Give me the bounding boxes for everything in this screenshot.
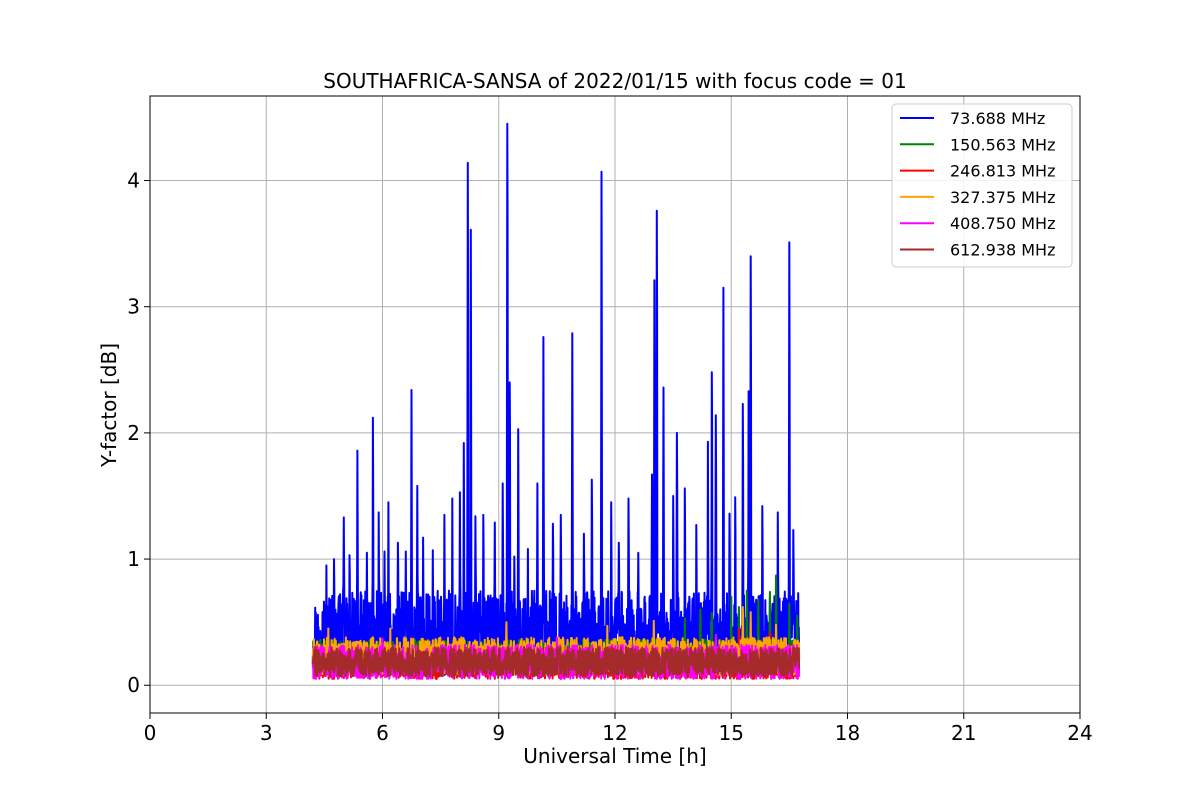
x-tick-label: 9 (492, 721, 505, 745)
legend-label: 612.938 MHz (950, 241, 1055, 260)
x-tick-label: 21 (951, 721, 976, 745)
y-tick-label: 4 (127, 169, 140, 193)
series-line-5 (311, 646, 801, 678)
y-tick-label: 2 (127, 421, 140, 445)
x-tick-label: 0 (144, 721, 157, 745)
legend-label: 73.688 MHz (950, 109, 1045, 128)
x-tick-label: 15 (719, 721, 744, 745)
legend-label: 150.563 MHz (950, 135, 1055, 154)
series-line-0 (311, 122, 801, 668)
x-axis-label: Universal Time [h] (523, 744, 706, 768)
legend: 73.688 MHz 150.563 MHz 246.813 MHz 327.375 … (891, 103, 1073, 268)
x-tick-label: 12 (602, 721, 627, 745)
x-tick-label: 24 (1067, 721, 1092, 745)
y-tick-label: 3 (127, 295, 140, 319)
x-tick-label: 6 (376, 721, 389, 745)
chart-title: SOUTHAFRICA-SANSA of 2022/01/15 with foc… (323, 69, 907, 93)
x-tick-label: 18 (835, 721, 860, 745)
y-tick-label: 1 (127, 547, 140, 571)
y-tick-label: 0 (127, 673, 140, 697)
legend-label: 327.375 MHz (950, 188, 1055, 207)
legend-label: 408.750 MHz (950, 214, 1055, 233)
legend-box (891, 103, 1073, 268)
y-axis-label: Y-factor [dB] (97, 343, 121, 468)
legend-label: 246.813 MHz (950, 162, 1055, 181)
x-tick-label: 3 (260, 721, 273, 745)
series-layer (311, 122, 801, 680)
